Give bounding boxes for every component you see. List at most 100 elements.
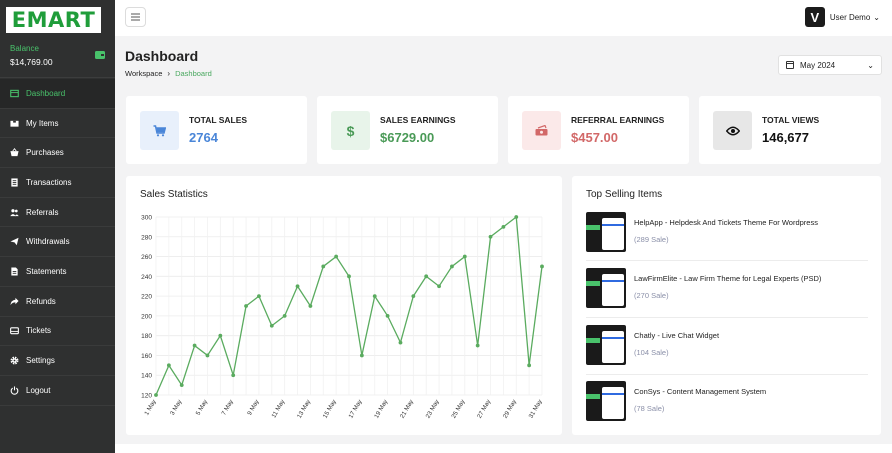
sidebar-item-transactions[interactable]: Transactions [0,168,115,198]
share-icon [10,297,19,306]
stat-card-total-sales: TOTAL SALES 2764 [126,96,307,164]
breadcrumb-workspace[interactable]: Workspace [125,69,163,78]
y-tick-label: 120 [141,393,152,400]
sidebar-item-purchases[interactable]: Purchases [0,138,115,169]
eye-icon [713,111,752,150]
stat-value: $457.00 [571,130,618,145]
divider [586,260,868,261]
stat-card-total-views: TOTAL VIEWS 146,677 [699,96,881,164]
send-icon [10,237,19,246]
sidebar: EMART Balance $14,769.00 Dashboard My It… [0,0,115,453]
data-point [488,234,493,239]
month-picker[interactable]: May 2024 ⌄ [778,55,882,75]
chart-title: Sales Statistics [140,189,208,200]
footer-strip [115,444,892,453]
sidebar-item-my-items[interactable]: My Items [0,109,115,139]
sidebar-item-label: Statements [26,266,67,276]
brand-logo[interactable]: EMART [6,7,101,33]
y-tick-label: 160 [141,353,152,360]
y-tick-label: 260 [141,254,152,261]
x-tick-label: 9 May [246,398,261,417]
x-tick-label: 19 May [373,398,390,420]
data-point [359,353,364,358]
power-icon [10,386,19,395]
data-point [372,294,377,299]
x-tick-label: 15 May [322,398,339,420]
y-tick-label: 200 [141,313,152,320]
data-point [257,294,261,299]
data-point [154,393,158,397]
item-thumbnail [586,325,626,365]
sidebar-item-label: Dashboard [26,88,66,98]
x-tick-label: 21 May [399,398,416,420]
sidebar-item-label: Purchases [26,148,64,158]
document-icon [10,178,19,187]
item-thumbnail [586,381,626,421]
data-point [244,304,248,308]
sidebar-item-label: Transactions [26,177,72,187]
list-item[interactable]: Chatly - Live Chat Widget (104 Sale) [586,323,868,368]
item-name[interactable]: LawFirmElite - Law Firm Theme for Legal … [634,274,822,283]
balance-panel: Balance $14,769.00 [0,38,115,78]
data-point [295,284,300,289]
money-icon [522,111,561,150]
y-tick-label: 140 [141,373,152,380]
stat-value: 2764 [189,130,218,145]
sidebar-item-label: Refunds [26,296,56,306]
sidebar-item-withdrawals[interactable]: Withdrawals [0,227,115,258]
data-point [334,254,339,259]
balance-label: Balance [10,44,39,53]
stat-label: REFERRAL EARNINGS [571,115,665,125]
user-menu[interactable]: V User Demo ⌄ [804,7,880,27]
item-name[interactable]: HelpApp - Helpdesk And Tickets Theme For… [634,218,818,227]
sidebar-item-referrals[interactable]: Referrals [0,198,115,228]
data-point [514,215,519,219]
data-point [166,363,171,368]
sidebar-item-logout[interactable]: Logout [0,376,115,406]
avatar: V [804,7,825,27]
logo-area: EMART [0,0,115,38]
chevron-down-icon: ⌄ [867,60,874,70]
stat-value: 146,677 [762,130,809,145]
list-item[interactable]: HelpApp - Helpdesk And Tickets Theme For… [586,210,868,255]
item-thumbnail [586,268,626,308]
top-selling-title: Top Selling Items [586,189,663,200]
x-tick-label: 23 May [425,398,442,420]
data-point [321,264,326,269]
sidebar-item-dashboard[interactable]: Dashboard [0,79,115,109]
balance-value: $14,769.00 [10,57,53,67]
sidebar-item-label: My Items [26,118,59,128]
stat-label: SALES EARNINGS [380,115,456,125]
data-point [192,343,197,348]
data-point [450,264,454,269]
sidebar-item-statements[interactable]: Statements [0,257,115,287]
item-sales: (289 Sale) [634,235,669,244]
gear-icon [10,356,19,365]
y-tick-label: 300 [141,215,152,222]
menu-toggle-button[interactable] [125,7,146,27]
item-sales: (78 Sale) [634,404,665,413]
sidebar-item-label: Referrals [26,207,59,217]
data-point [462,254,467,259]
item-name[interactable]: ConSys - Content Management System [634,387,767,396]
chevron-right-icon: › [167,69,171,78]
sidebar-item-refunds[interactable]: Refunds [0,287,115,317]
ticket-icon [10,326,19,335]
wallet-icon[interactable] [95,51,105,59]
x-tick-label: 3 May [169,398,184,417]
y-tick-label: 240 [141,274,152,281]
top-bar: V User Demo ⌄ [115,0,892,36]
sidebar-item-settings[interactable]: Settings [0,346,115,376]
divider [586,317,868,318]
data-point [540,264,544,269]
list-item[interactable]: LawFirmElite - Law Firm Theme for Legal … [586,266,868,311]
sidebar-item-label: Tickets [26,326,52,336]
sidebar-item-tickets[interactable]: Tickets [0,317,115,347]
logo-text: EMART [11,8,96,32]
page-title: Dashboard [125,48,199,64]
item-name[interactable]: Chatly - Live Chat Widget [634,331,720,340]
x-tick-label: 11 May [270,398,286,419]
sidebar-item-label: Withdrawals [26,237,70,247]
list-item[interactable]: ConSys - Content Management System (78 S… [586,379,868,424]
x-tick-label: 31 May [528,398,545,420]
